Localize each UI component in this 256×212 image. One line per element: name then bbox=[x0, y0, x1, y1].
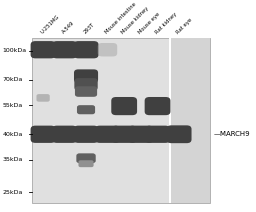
Text: Mouse eye: Mouse eye bbox=[137, 12, 161, 35]
Text: 70kDa: 70kDa bbox=[3, 77, 23, 82]
Text: Mouse intestine: Mouse intestine bbox=[104, 2, 137, 35]
FancyBboxPatch shape bbox=[77, 105, 95, 114]
FancyBboxPatch shape bbox=[31, 126, 56, 143]
Text: 40kDa: 40kDa bbox=[3, 132, 23, 137]
Text: 293T: 293T bbox=[82, 22, 95, 35]
FancyBboxPatch shape bbox=[32, 38, 210, 203]
FancyBboxPatch shape bbox=[128, 126, 153, 143]
Text: 25kDa: 25kDa bbox=[3, 190, 23, 195]
FancyBboxPatch shape bbox=[31, 41, 56, 58]
FancyBboxPatch shape bbox=[95, 126, 120, 143]
Text: 55kDa: 55kDa bbox=[3, 103, 23, 108]
FancyBboxPatch shape bbox=[73, 126, 99, 143]
FancyBboxPatch shape bbox=[74, 78, 98, 91]
FancyBboxPatch shape bbox=[73, 41, 99, 58]
FancyBboxPatch shape bbox=[169, 38, 171, 203]
Text: 35kDa: 35kDa bbox=[3, 157, 23, 162]
Text: —MARCH9: —MARCH9 bbox=[214, 131, 250, 137]
Text: Rat kidney: Rat kidney bbox=[154, 12, 177, 35]
Text: 100kDa: 100kDa bbox=[3, 48, 27, 53]
FancyBboxPatch shape bbox=[112, 126, 137, 143]
FancyBboxPatch shape bbox=[52, 126, 77, 143]
Text: Mouse kidney: Mouse kidney bbox=[121, 6, 150, 35]
Text: A-549: A-549 bbox=[61, 21, 76, 35]
FancyBboxPatch shape bbox=[166, 125, 191, 143]
FancyBboxPatch shape bbox=[78, 160, 94, 167]
FancyBboxPatch shape bbox=[76, 153, 96, 163]
Text: Rat eye: Rat eye bbox=[175, 17, 193, 35]
FancyBboxPatch shape bbox=[145, 126, 170, 143]
FancyBboxPatch shape bbox=[145, 97, 170, 115]
Text: U-251MG: U-251MG bbox=[40, 14, 60, 35]
FancyBboxPatch shape bbox=[52, 41, 77, 58]
FancyBboxPatch shape bbox=[36, 94, 50, 102]
FancyBboxPatch shape bbox=[75, 86, 97, 97]
FancyBboxPatch shape bbox=[74, 69, 98, 83]
FancyBboxPatch shape bbox=[171, 38, 210, 203]
FancyBboxPatch shape bbox=[98, 43, 117, 56]
FancyBboxPatch shape bbox=[111, 97, 137, 115]
